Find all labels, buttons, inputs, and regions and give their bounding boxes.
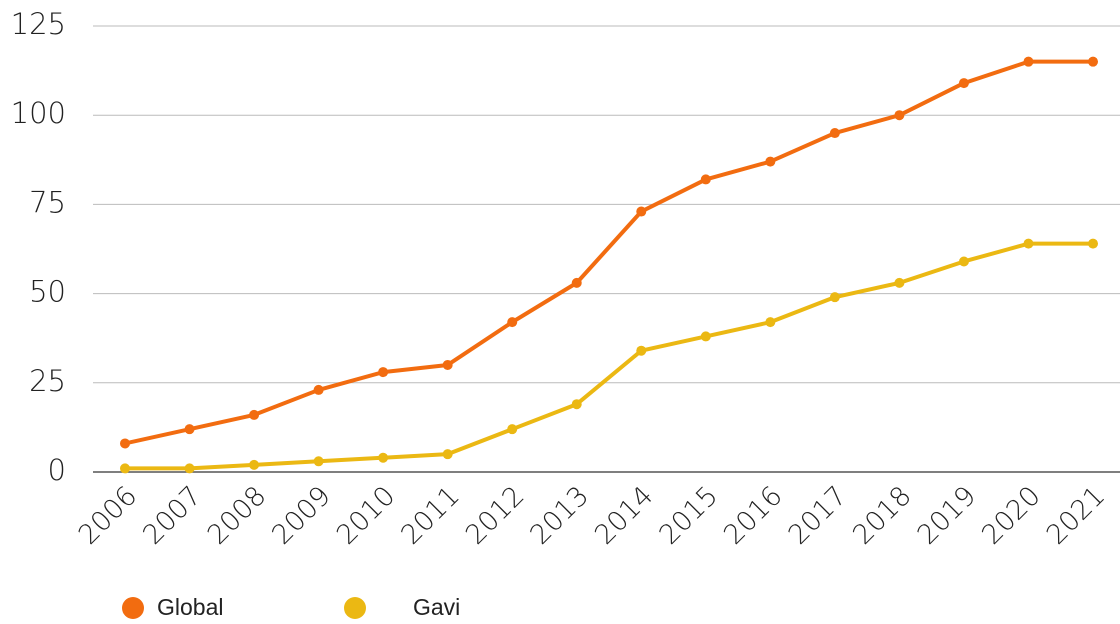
series-line xyxy=(125,241,1093,471)
data-point xyxy=(958,78,969,89)
data-point xyxy=(1088,238,1098,249)
x-tick-label: 2006 xyxy=(73,480,144,551)
y-tick-label: 0 xyxy=(48,453,66,487)
x-tick-label: 2019 xyxy=(912,480,983,551)
legend-swatch xyxy=(122,597,144,619)
x-tick-label: 2020 xyxy=(976,480,1047,551)
x-tick-label: 2017 xyxy=(783,480,854,551)
data-point xyxy=(442,359,453,370)
data-point xyxy=(700,331,711,342)
data-point xyxy=(378,367,389,378)
data-point xyxy=(313,384,324,395)
legend-swatch xyxy=(344,597,366,619)
x-tick-label: 2012 xyxy=(460,480,531,551)
data-point xyxy=(700,174,711,185)
data-point xyxy=(1023,56,1034,67)
data-point xyxy=(378,452,389,463)
data-point xyxy=(571,277,582,288)
x-tick-label: 2013 xyxy=(524,480,595,551)
series-line xyxy=(124,59,1093,446)
y-tick-label: 50 xyxy=(29,275,66,309)
data-point xyxy=(1088,56,1098,67)
data-point xyxy=(636,345,647,356)
x-tick-label: 2007 xyxy=(137,480,208,551)
data-point xyxy=(120,463,130,474)
data-point xyxy=(184,424,195,435)
data-point xyxy=(120,438,130,449)
data-point xyxy=(507,424,518,435)
x-tick-label: 2015 xyxy=(654,480,725,551)
data-point xyxy=(313,456,324,467)
data-point xyxy=(829,128,840,139)
x-tick-label: 2014 xyxy=(589,480,660,551)
data-point xyxy=(894,277,905,288)
data-point xyxy=(442,449,453,460)
data-point xyxy=(249,409,260,420)
y-tick-label: 75 xyxy=(29,185,66,219)
data-point xyxy=(249,459,260,470)
legend-label: Gavi xyxy=(413,594,460,620)
data-point xyxy=(507,317,518,328)
x-tick-label: 2021 xyxy=(1041,480,1112,551)
data-point xyxy=(765,156,776,167)
x-tick-label: 2016 xyxy=(718,480,789,551)
y-tick-label: 125 xyxy=(11,7,66,41)
x-tick-label: 2010 xyxy=(331,480,402,551)
data-point xyxy=(1023,238,1034,249)
data-point xyxy=(571,399,582,410)
data-point xyxy=(894,110,905,121)
y-tick-label: 100 xyxy=(11,96,66,130)
data-point xyxy=(829,292,840,303)
data-point xyxy=(636,206,647,217)
data-point xyxy=(184,463,195,474)
x-tick-label: 2018 xyxy=(847,480,918,551)
data-point xyxy=(765,317,776,328)
x-tick-label: 2008 xyxy=(202,480,273,551)
legend-label: Global xyxy=(157,594,223,620)
x-tick-label: 2011 xyxy=(395,480,466,551)
y-tick-label: 25 xyxy=(29,364,66,398)
x-tick-label: 2009 xyxy=(266,480,337,551)
data-point xyxy=(958,256,969,267)
